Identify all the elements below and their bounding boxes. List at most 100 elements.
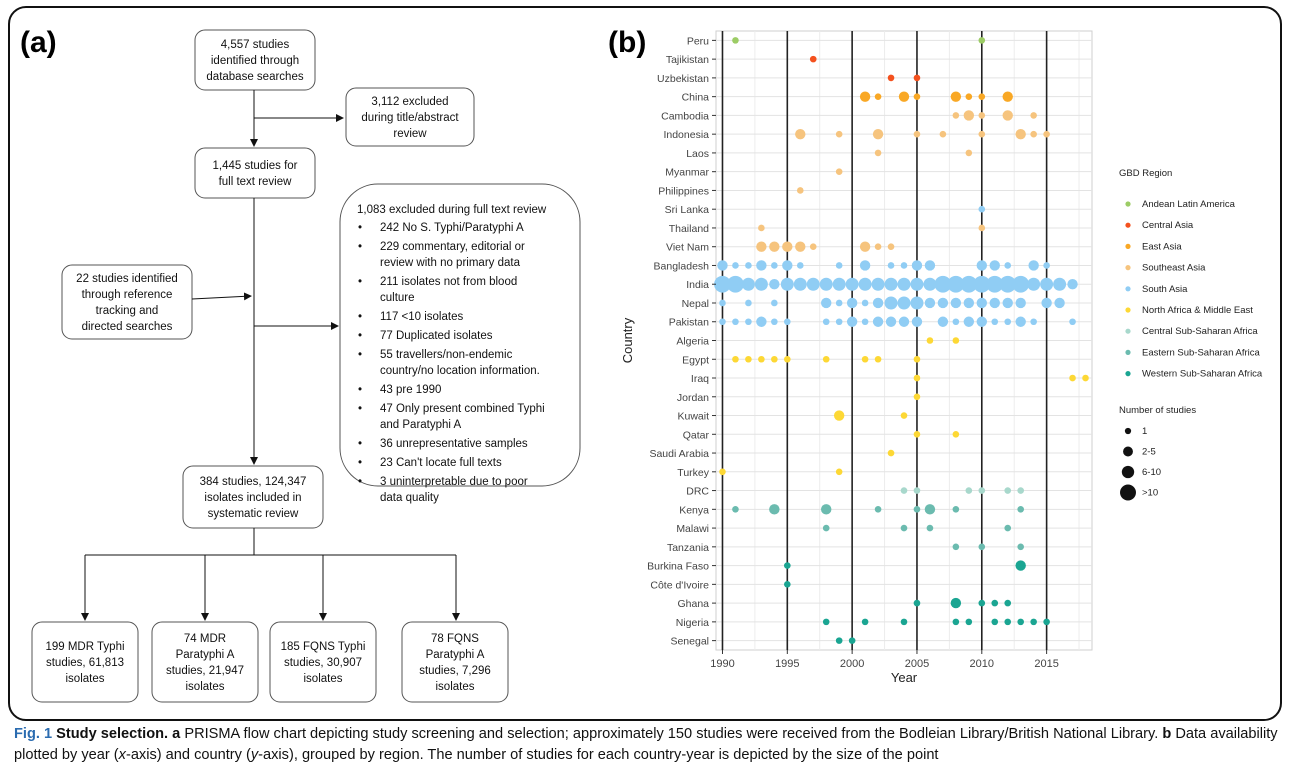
box-mdr-typhi-line: isolates	[66, 673, 105, 685]
excluded-item: data quality	[380, 492, 439, 504]
data-point	[887, 74, 895, 82]
data-point	[898, 91, 910, 102]
legend-region-label: Central Asia	[1142, 220, 1194, 231]
data-point	[784, 318, 791, 326]
data-point	[771, 318, 778, 326]
data-point	[952, 618, 960, 626]
data-point	[913, 393, 921, 401]
data-point	[963, 297, 975, 309]
box-fqns-paratyphi-line: 78 FQNS	[431, 633, 479, 645]
box-excluded-title-line: review	[393, 128, 427, 140]
x-tick-label: 2015	[1034, 658, 1058, 670]
data-point	[782, 241, 793, 252]
box-excluded-title-line: during title/abstract	[361, 112, 459, 124]
data-point	[727, 275, 744, 293]
data-point	[910, 296, 924, 310]
data-point	[937, 297, 949, 309]
legend-size-swatch	[1120, 484, 1136, 501]
legend-size-swatch	[1124, 427, 1132, 435]
data-point	[859, 241, 871, 252]
data-point	[1082, 374, 1089, 382]
data-point	[874, 243, 882, 251]
legend-region-swatch	[1125, 328, 1131, 334]
caption-b-text-2: -axis) and country (	[125, 747, 251, 763]
data-point	[1030, 130, 1037, 138]
data-point	[771, 262, 778, 269]
data-point	[963, 110, 975, 121]
data-point	[913, 506, 921, 513]
excluded-item: 211 isolates not from blood	[380, 276, 517, 288]
data-point	[978, 543, 986, 551]
data-point	[795, 241, 806, 252]
data-point	[963, 316, 975, 327]
data-point	[900, 524, 908, 532]
data-point	[1002, 91, 1013, 102]
flow-arrow	[191, 292, 252, 301]
figure-frame	[8, 6, 1282, 721]
caption-figure-number: Fig. 1	[14, 726, 53, 742]
data-point	[858, 277, 872, 291]
caption-b-text-3: -axis), grouped by region. The number of…	[258, 747, 939, 763]
caption-b-label: b	[1162, 726, 1172, 742]
data-point	[1040, 277, 1054, 291]
data-point	[821, 297, 832, 309]
figure-caption: Fig. 1 Study selection. a PRISMA flow ch…	[14, 724, 1282, 766]
box-reference-line: tracking and	[96, 305, 159, 317]
legend-region-swatch	[1125, 222, 1131, 228]
box-reference-line: 22 studies identified	[76, 273, 178, 285]
data-point	[1069, 374, 1076, 382]
data-point	[923, 277, 937, 291]
data-point	[991, 318, 999, 326]
data-point	[758, 355, 765, 363]
box-fqns-paratyphi: 78 FQNS Paratyphi A studies, 7,296 isolates	[401, 621, 509, 703]
data-point	[952, 506, 960, 513]
data-point	[991, 618, 999, 626]
y-tick-label: Peru	[687, 35, 709, 47]
legend-region-label: Southeast Asia	[1142, 263, 1206, 274]
box-mdr-paratyphi-line: studies, 21,947	[166, 665, 244, 677]
y-tick-label: Indonesia	[663, 129, 709, 141]
data-point	[900, 487, 908, 494]
data-point	[809, 243, 817, 251]
excluded-item: 23 Can't locate full texts	[380, 457, 502, 469]
data-point	[937, 316, 949, 327]
legend-region-swatch	[1125, 286, 1131, 292]
y-tick-label: Uzbekistan	[657, 73, 709, 85]
data-point	[978, 224, 986, 232]
data-point	[1002, 110, 1013, 121]
x-axis-title: Year	[891, 670, 918, 685]
x-tick-label: 2005	[905, 658, 929, 670]
data-point	[784, 581, 791, 588]
data-point	[1067, 279, 1078, 290]
box-reference-rect	[61, 264, 193, 340]
excluded-item: 117 <10 isolates	[380, 311, 463, 323]
data-point	[900, 618, 908, 626]
data-point	[861, 355, 869, 363]
y-tick-label: Philippines	[658, 185, 709, 197]
data-point	[913, 74, 921, 82]
x-tick-label: 2000	[840, 658, 864, 670]
data-point	[745, 355, 752, 363]
data-point	[1017, 506, 1024, 513]
data-point	[910, 277, 924, 291]
data-point	[846, 316, 858, 327]
excluded-item: 55 travellers/non-endemic	[380, 349, 513, 361]
data-point	[1004, 599, 1012, 607]
data-point	[745, 318, 752, 326]
data-point	[1027, 277, 1041, 291]
data-point	[978, 599, 986, 607]
box-excluded-title: 3,112 excluded during title/abstract revie…	[345, 87, 475, 147]
data-point	[732, 355, 739, 363]
data-point	[719, 468, 726, 476]
data-point	[719, 318, 726, 326]
data-point	[822, 618, 830, 626]
y-tick-label: Kuwait	[677, 411, 709, 423]
legend-region-label: Western Sub-Saharan Africa	[1142, 369, 1263, 380]
box-mdr-paratyphi-line: 74 MDR	[184, 633, 226, 645]
legend-size-label: 6-10	[1142, 467, 1161, 478]
excluded-bullet: •	[358, 349, 362, 361]
box-identified-line: identified through	[211, 55, 299, 67]
legend-size-label: 1	[1142, 426, 1147, 437]
data-point	[960, 275, 978, 293]
data-point	[732, 37, 739, 44]
